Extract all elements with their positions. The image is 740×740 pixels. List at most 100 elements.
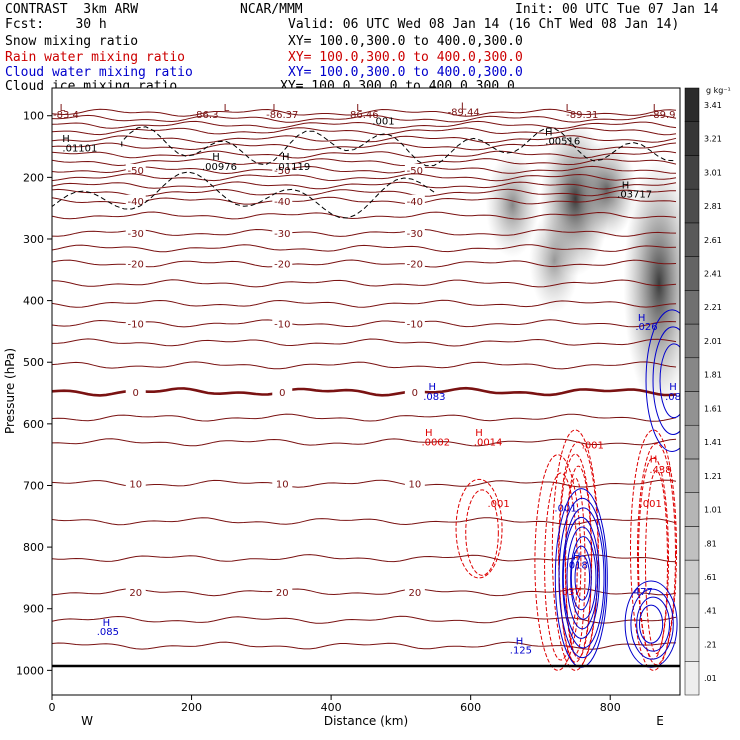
colorbar-swatch: [684, 188, 700, 224]
colorbar-label: .01: [704, 674, 717, 683]
isotherm-label-bg: [404, 194, 425, 206]
field-label: H: [425, 428, 433, 439]
colorbar-label: 1.41: [704, 438, 722, 447]
isotherm-label: -50: [128, 166, 144, 177]
colorbar-label: .81: [704, 539, 717, 548]
colorbar-label: 1.21: [704, 472, 722, 481]
legend-cloud-water-xy: XY= 100.0,300.0 to 400.0,300.0: [288, 65, 523, 80]
field-label: .01101: [62, 143, 97, 154]
colorbar-swatch: [684, 627, 700, 662]
cloud-water-contour: [645, 309, 680, 452]
rain-contour: [564, 465, 592, 659]
field-label: .001: [640, 499, 662, 510]
isotherm-label-bg: [125, 317, 146, 329]
field-label: .018: [566, 561, 588, 572]
field-label: H: [62, 134, 70, 145]
isotherm-label: -30: [274, 229, 290, 240]
legend-snow-label: Snow mixing ratio: [5, 34, 139, 49]
field-label: L: [356, 103, 362, 114]
isotherm-label-bg: [404, 163, 425, 175]
isotherm-line: [52, 228, 677, 237]
isotherm-line: [52, 259, 677, 268]
isotherm-line: [52, 279, 677, 288]
colorbar-swatch: [684, 222, 700, 257]
colorbar-swatch: [684, 424, 700, 460]
field-label: L: [224, 103, 230, 114]
colorbar-label: 1.01: [704, 506, 722, 515]
isotherm-line: [52, 188, 676, 197]
isotherm-label-bg: [272, 477, 293, 489]
field-label: H: [622, 180, 630, 191]
rain-contour: [629, 429, 677, 671]
isotherm-label-bg: [272, 586, 293, 598]
isotherm-label: -10: [407, 319, 423, 330]
isotherm-label-bg: [272, 194, 293, 206]
isotherm-line: [52, 127, 677, 136]
isotherm-label-bg: [125, 477, 146, 489]
colorbar-swatch: [684, 357, 700, 392]
cloud-water-contour: [562, 516, 600, 639]
isotherm-line: [52, 142, 677, 151]
isotherm-label: 10: [276, 480, 289, 491]
isotherm-line: [52, 158, 677, 167]
cloud-ice-contour: [121, 126, 674, 167]
y-tick-label: 300: [23, 233, 44, 246]
isotherm-label: -10: [274, 319, 290, 330]
isotherm-label: -40: [274, 197, 290, 208]
colorbar-label: 2.01: [704, 337, 722, 346]
y-tick-label: 200: [23, 171, 44, 184]
west-end-label: W: [81, 714, 93, 728]
isotherm-line: [52, 386, 677, 397]
isotherm-label: 0: [412, 388, 418, 399]
rain-contour: [565, 477, 586, 655]
isotherm-line: [52, 361, 677, 370]
y-tick-label: 400: [23, 295, 44, 308]
colorbar-swatch: [684, 559, 700, 595]
snow-shade: [485, 152, 540, 258]
colorbar-label: 2.61: [704, 236, 722, 245]
plot-frame: [51, 87, 681, 696]
isotherm-label-bg: [404, 257, 425, 269]
colorbar-swatch: [684, 256, 700, 291]
cloud-water-contour: [638, 604, 664, 644]
isotherm-line: [52, 196, 677, 205]
colorbar-label: .21: [704, 640, 717, 649]
cloud-water-contour: [566, 526, 599, 630]
colorbar-swatch: [684, 121, 700, 156]
field-label: .037: [559, 587, 581, 598]
x-tick-label: 0: [49, 701, 56, 714]
colorbar-label: 3.01: [704, 168, 722, 177]
isotherm-label-bg: [125, 226, 146, 238]
x-tick-label: 800: [600, 701, 621, 714]
field-label: -89.9: [650, 110, 676, 121]
isotherm-label: 0: [133, 388, 139, 399]
isotherm-label: -20: [407, 260, 423, 271]
isotherm-label: -10: [128, 319, 144, 330]
field-label: .0002: [421, 437, 450, 448]
init-time: Init: 00 UTC Tue 07 Jan 14: [515, 2, 719, 17]
colorbar-swatch: [684, 323, 700, 359]
isotherm-label-bg: [404, 317, 425, 329]
cloud-water-contour: [562, 507, 605, 649]
isotherm-label: -30: [407, 229, 423, 240]
isotherm-label-bg: [125, 163, 146, 175]
isotherm-label: 10: [408, 480, 421, 491]
colorbar-unit: g kg⁻¹: [706, 86, 731, 95]
isotherm-label-bg: [272, 226, 293, 238]
legend-rain-label: Rain water mixing ratio: [5, 50, 186, 65]
colorbar-label: 3.41: [704, 101, 722, 110]
y-tick-label: 100: [23, 110, 44, 123]
isotherm-label: -40: [407, 197, 423, 208]
colorbar-swatch: [684, 391, 700, 426]
legend-cloud-water-label: Cloud water mixing ratio: [5, 65, 193, 80]
y-tick-label: 800: [23, 541, 44, 554]
isotherm-line: [52, 211, 677, 220]
colorbar-label: 2.81: [704, 202, 722, 211]
field-label: .00516: [545, 137, 580, 148]
field-label: .08: [665, 392, 681, 403]
isotherm-line: [52, 173, 677, 182]
isotherm-line: [52, 413, 677, 422]
cloud-water-contour: [570, 536, 597, 620]
isotherm-line: [52, 338, 677, 347]
